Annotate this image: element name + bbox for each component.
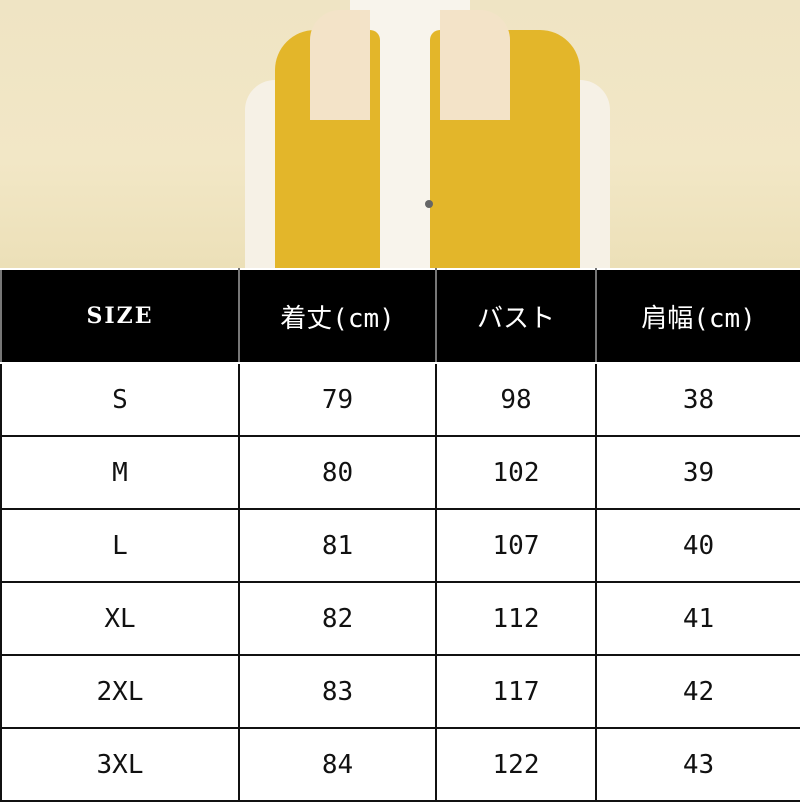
header-shoulder: 肩幅(cm) [595, 268, 800, 364]
table-row: 2XL 83 117 42 [0, 654, 800, 729]
cell-bust: 117 [435, 654, 597, 729]
cell-shoulder: 39 [595, 435, 800, 510]
cell-size: S [0, 362, 240, 437]
cell-shoulder: 43 [595, 727, 800, 802]
cell-length: 82 [238, 581, 437, 656]
cell-shoulder: 42 [595, 654, 800, 729]
table-row: M 80 102 39 [0, 435, 800, 510]
table-row: L 81 107 40 [0, 508, 800, 583]
cell-bust: 122 [435, 727, 597, 802]
cell-shoulder: 40 [595, 508, 800, 583]
table-row: 3XL 84 122 43 [0, 727, 800, 802]
cell-length: 79 [238, 362, 437, 437]
cell-bust: 107 [435, 508, 597, 583]
header-size: SIZE [0, 268, 240, 364]
cell-length: 80 [238, 435, 437, 510]
cell-shoulder: 41 [595, 581, 800, 656]
cell-shoulder: 38 [595, 362, 800, 437]
cell-size: M [0, 435, 240, 510]
cell-size: 2XL [0, 654, 240, 729]
header-bust: バスト [435, 268, 597, 364]
cell-length: 83 [238, 654, 437, 729]
cell-size: L [0, 508, 240, 583]
cell-bust: 102 [435, 435, 597, 510]
hood-lining-left [310, 10, 370, 120]
cell-length: 81 [238, 508, 437, 583]
header-length: 着丈(cm) [238, 268, 437, 364]
table-row: S 79 98 38 [0, 362, 800, 437]
table-row: XL 82 112 41 [0, 581, 800, 656]
cell-bust: 98 [435, 362, 597, 437]
cell-bust: 112 [435, 581, 597, 656]
button [425, 200, 433, 208]
product-photo [0, 0, 800, 268]
header-row: SIZE 着丈(cm) バスト 肩幅(cm) [0, 268, 800, 364]
cell-size: 3XL [0, 727, 240, 802]
cell-size: XL [0, 581, 240, 656]
hood-lining-right [440, 10, 510, 120]
size-table: SIZE 着丈(cm) バスト 肩幅(cm) S 79 98 38 M 80 102 39 L 8… [0, 268, 800, 802]
cell-length: 84 [238, 727, 437, 802]
